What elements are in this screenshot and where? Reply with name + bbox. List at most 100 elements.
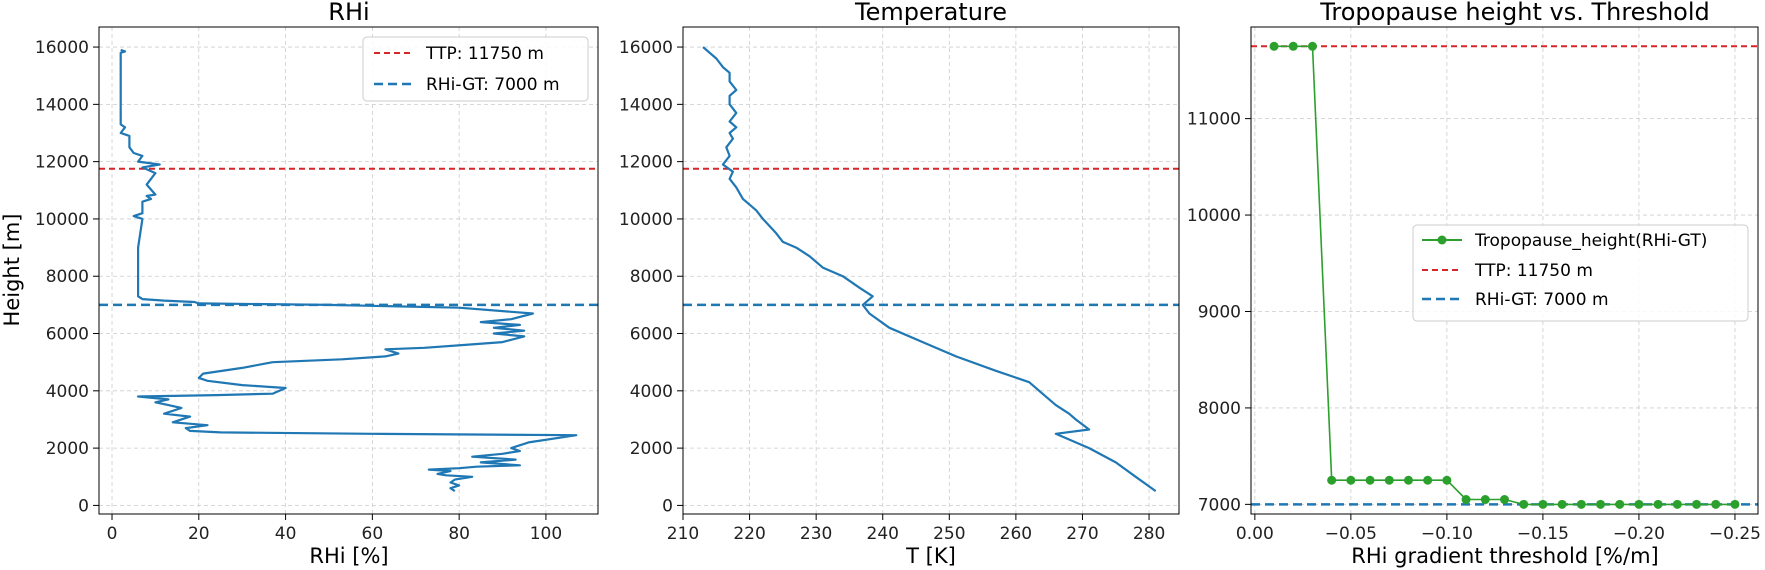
y-tick-label: 6000 — [630, 325, 673, 345]
threshold-legend-ttp-label: TTP: 11750 m — [1474, 261, 1593, 281]
x-tick-label: 230 — [800, 524, 832, 544]
tropopause-height-point — [1403, 475, 1413, 485]
y-tick-label: 0 — [662, 496, 673, 516]
threshold-legend-box — [1412, 224, 1749, 322]
tropopause-height-point — [1327, 475, 1337, 485]
x-tick-label: 240 — [867, 524, 899, 544]
y-tick-label: 2000 — [630, 439, 673, 459]
y-tick-label: 8000 — [1198, 399, 1241, 419]
x-tick-label: 260 — [1000, 524, 1032, 544]
tropopause-height-point — [1461, 495, 1471, 505]
rhi-x-ticks: 0 20 40 60 80 100 — [107, 514, 562, 544]
tropopause-height-point — [1615, 499, 1625, 509]
rhi-axes-frame — [98, 26, 599, 515]
temperature-reference-lines — [683, 167, 1179, 307]
y-tick-label: 9000 — [1198, 302, 1241, 322]
threshold-x-ticks: 0.00 −0.05 −0.10 −0.15 −0.20 −0.25 — [1236, 514, 1761, 544]
rhi-legend: TTP: 11750 m RHi-GT: 7000 m — [362, 36, 589, 102]
x-tick-label: −0.15 — [1517, 524, 1569, 544]
temperature-title: Temperature — [854, 0, 1007, 26]
x-tick-label: 40 — [275, 524, 297, 544]
tropopause-height-point — [1269, 41, 1279, 51]
tropopause-height-point — [1634, 499, 1644, 509]
tropopause-height-point — [1442, 475, 1452, 485]
profile-line — [702, 46, 1157, 492]
temperature-series — [702, 46, 1157, 492]
tropopause-height-point — [1692, 499, 1702, 509]
tropopause-height-point — [1307, 41, 1317, 51]
tropopause-height-point — [1557, 499, 1567, 509]
y-tick-label: 10000 — [1187, 206, 1241, 226]
x-tick-label: 0.00 — [1236, 524, 1274, 544]
threshold-legend-gt-label: RHi-GT: 7000 m — [1475, 290, 1609, 310]
y-tick-label: 4000 — [630, 382, 673, 402]
threshold-axes-frame — [1250, 26, 1759, 515]
x-tick-label: 210 — [667, 524, 699, 544]
threshold-panel: Tropopause height vs. Threshold 0.00 −0.0… — [1187, 0, 1761, 568]
tropopause-height-point — [1596, 499, 1606, 509]
tropopause-height-point — [1672, 499, 1682, 509]
threshold-series — [1269, 41, 1740, 509]
tropopause-height-point — [1538, 499, 1548, 509]
y-tick-label: 12000 — [35, 153, 89, 173]
x-tick-label: −0.10 — [1421, 524, 1473, 544]
tropopause-height-point — [1480, 495, 1490, 505]
tropopause-height-point — [1365, 475, 1375, 485]
tropopause-height-point — [1384, 475, 1394, 485]
threshold-x-axis-label: RHi gradient threshold [%/m] — [1351, 544, 1658, 568]
rhi-legend-ttp-label: TTP: 11750 m — [425, 44, 544, 64]
x-tick-label: 220 — [733, 524, 765, 544]
x-tick-label: 250 — [933, 524, 965, 544]
profile-line — [119, 48, 578, 493]
y-tick-label: 14000 — [619, 95, 673, 115]
tropopause-height-point — [1711, 499, 1721, 509]
tropopause-height-point — [1576, 499, 1586, 509]
y-tick-label: 0 — [78, 496, 89, 516]
y-tick-label: 2000 — [46, 439, 89, 459]
temperature-x-axis-label: T [K] — [905, 544, 956, 568]
y-tick-label: 8000 — [46, 267, 89, 287]
tropopause-height-point — [1346, 475, 1356, 485]
x-tick-label: −0.25 — [1709, 524, 1761, 544]
x-tick-label: 270 — [1066, 524, 1098, 544]
rhi-legend-box — [362, 36, 589, 102]
rhi-x-axis-label: RHi [%] — [309, 544, 388, 568]
y-tick-label: 4000 — [46, 382, 89, 402]
y-tick-label: 14000 — [35, 95, 89, 115]
tropopause-height-point — [1653, 499, 1663, 509]
y-tick-label: 10000 — [35, 210, 89, 230]
threshold-legend: Tropopause_height(RHi-GT) TTP: 11750 m R… — [1412, 224, 1749, 322]
threshold-title: Tropopause height vs. Threshold — [1319, 0, 1710, 26]
x-tick-label: 100 — [530, 524, 562, 544]
y-tick-label: 10000 — [619, 210, 673, 230]
x-tick-label: −0.05 — [1325, 524, 1377, 544]
tropopause-height-point — [1519, 499, 1529, 509]
tropopause-height-point — [1500, 495, 1509, 505]
threshold-y-ticks: 7000 8000 9000 10000 11000 — [1187, 110, 1251, 515]
rhi-series — [119, 48, 578, 493]
rhi-panel: RHi 0 20 40 60 80 100 0 2000 4000 6000 8000 10000 1… — [0, 0, 599, 568]
rhi-title: RHi — [328, 0, 369, 26]
tropopause-height-point — [1730, 499, 1740, 509]
x-tick-label: 60 — [362, 524, 384, 544]
y-tick-label: 16000 — [35, 38, 89, 58]
rhi-y-axis-label: Height [m] — [0, 214, 24, 327]
x-tick-label: 20 — [188, 524, 210, 544]
tropopause-height-point — [1288, 41, 1298, 51]
threshold-legend-series-label: Tropopause_height(RHi-GT) — [1474, 231, 1707, 251]
tropopause-height-point — [1423, 475, 1433, 485]
temperature-panel: Temperature 210 220 230 240 250 260 270 280 0 20… — [619, 0, 1180, 568]
temperature-grid — [682, 27, 1179, 514]
x-tick-label: 0 — [107, 524, 118, 544]
y-tick-label: 7000 — [1198, 495, 1241, 515]
y-tick-label: 6000 — [46, 325, 89, 345]
y-tick-label: 8000 — [630, 267, 673, 287]
temperature-axes-frame — [682, 26, 1180, 515]
x-tick-label: −0.20 — [1613, 524, 1665, 544]
y-tick-label: 11000 — [1187, 110, 1241, 130]
rhi-legend-gt-label: RHi-GT: 7000 m — [426, 75, 560, 95]
temperature-x-ticks: 210 220 230 240 250 260 270 280 — [667, 514, 1165, 544]
x-tick-label: 280 — [1133, 524, 1165, 544]
threshold-legend-series-marker — [1437, 235, 1447, 245]
